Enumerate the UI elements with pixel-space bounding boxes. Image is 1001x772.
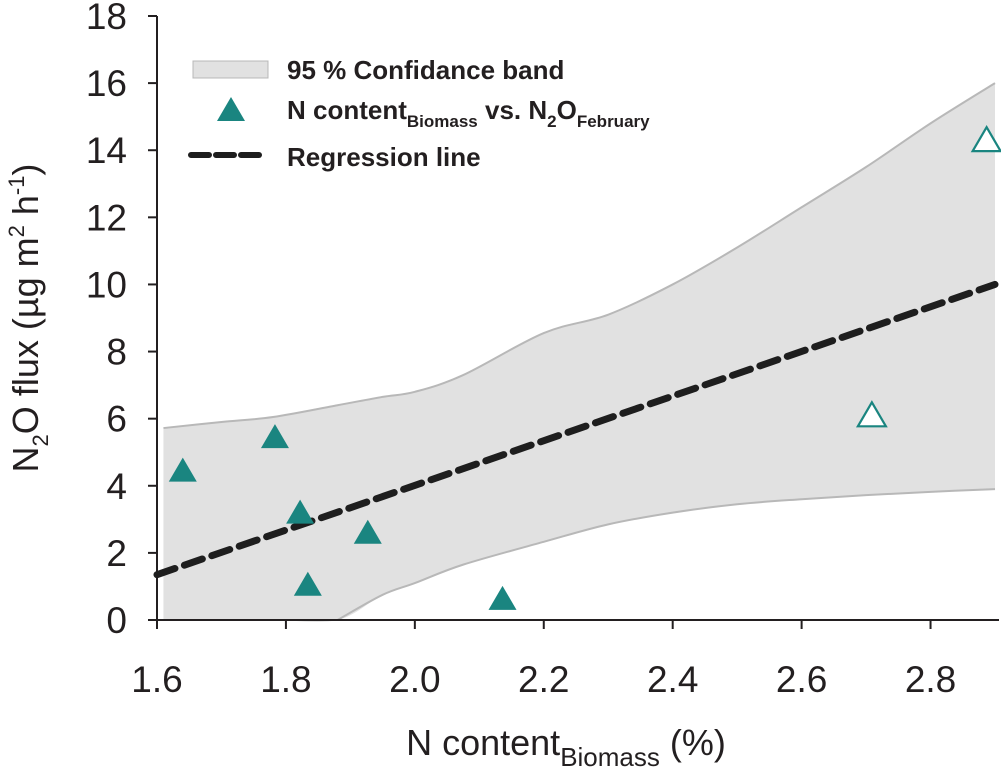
legend-band-label: 95 % Confidance band bbox=[287, 55, 564, 85]
triangle-point bbox=[488, 585, 517, 610]
legend-points-o: O bbox=[557, 95, 577, 125]
y-title-sup-2: 2 bbox=[4, 225, 29, 237]
y-tick-label: 14 bbox=[86, 130, 127, 171]
y-title-h: h bbox=[5, 195, 46, 225]
y-tick-label: 12 bbox=[86, 197, 127, 238]
legend-points-label: N contentBiomass vs. N2OFebruary bbox=[287, 95, 650, 131]
x-title-sub: Biomass bbox=[560, 742, 660, 772]
legend-triangle-icon bbox=[217, 97, 245, 121]
x-title-main: N content bbox=[406, 722, 560, 763]
open-triangle-point bbox=[855, 400, 888, 428]
data-points bbox=[168, 124, 1001, 610]
x-tick-label: 1.6 bbox=[131, 659, 182, 700]
triangle-point bbox=[286, 499, 315, 524]
axes: 0 2 4 6 8 10 12 14 16 18 1.6 1.8 2.0 2.2 2.4 2.6 2.8 bbox=[86, 0, 999, 700]
x-tick-label: 2.4 bbox=[647, 659, 698, 700]
legend-band-swatch bbox=[192, 60, 269, 79]
regression-line bbox=[153, 280, 999, 579]
x-tick-label: 2.8 bbox=[905, 659, 956, 700]
triangle-point bbox=[353, 519, 382, 544]
confidence-band-lower-edge bbox=[337, 488, 996, 621]
legend-regression-label: Regression line bbox=[287, 142, 481, 172]
x-tick-label: 2.2 bbox=[518, 659, 569, 700]
y-tick-label: 10 bbox=[86, 264, 127, 305]
legend-points-vs-n: vs. N bbox=[478, 95, 547, 125]
open-triangle-point bbox=[970, 124, 1001, 153]
y-title-n: N bbox=[5, 446, 46, 472]
y-axis-title: N2O flux (µg m2 h-1) bbox=[4, 164, 53, 473]
confidence-band-upper-edge bbox=[163, 82, 996, 430]
x-tick-label: 1.8 bbox=[260, 659, 311, 700]
confidence-band-layer bbox=[163, 82, 996, 622]
triangle-point bbox=[168, 457, 197, 482]
x-tick-label: 2.6 bbox=[776, 659, 827, 700]
y-tick-label: 16 bbox=[86, 63, 127, 104]
confidence-band-area bbox=[163, 83, 995, 622]
triangle-point bbox=[293, 571, 322, 596]
legend-points-sub-biomass: Biomass bbox=[407, 112, 478, 131]
regression-layer bbox=[153, 280, 999, 579]
legend-points-sub-2: 2 bbox=[547, 112, 556, 131]
y-title-flux: O flux (µg m bbox=[5, 237, 46, 434]
y-tick-label: 6 bbox=[106, 399, 127, 440]
y-tick-label: 0 bbox=[106, 600, 127, 641]
x-title-suffix: (%) bbox=[660, 722, 726, 763]
legend-points-sub-february: February bbox=[577, 112, 650, 131]
legend: 95 % Confidance band N contentBiomass vs… bbox=[188, 55, 650, 172]
y-tick-label: 8 bbox=[106, 332, 127, 373]
y-title-sup-minus1: -1 bbox=[4, 176, 29, 196]
triangle-point bbox=[260, 424, 289, 449]
y-tick-label: 4 bbox=[106, 466, 127, 507]
y-title-paren: ) bbox=[5, 164, 46, 176]
x-tick-label: 2.0 bbox=[389, 659, 440, 700]
legend-points-n-content: N content bbox=[287, 95, 407, 125]
y-tick-label: 18 bbox=[86, 0, 127, 37]
y-tick-label: 2 bbox=[106, 533, 127, 574]
x-axis-title: N contentBiomass (%) bbox=[406, 722, 726, 772]
y-title-sub-2: 2 bbox=[28, 434, 53, 446]
